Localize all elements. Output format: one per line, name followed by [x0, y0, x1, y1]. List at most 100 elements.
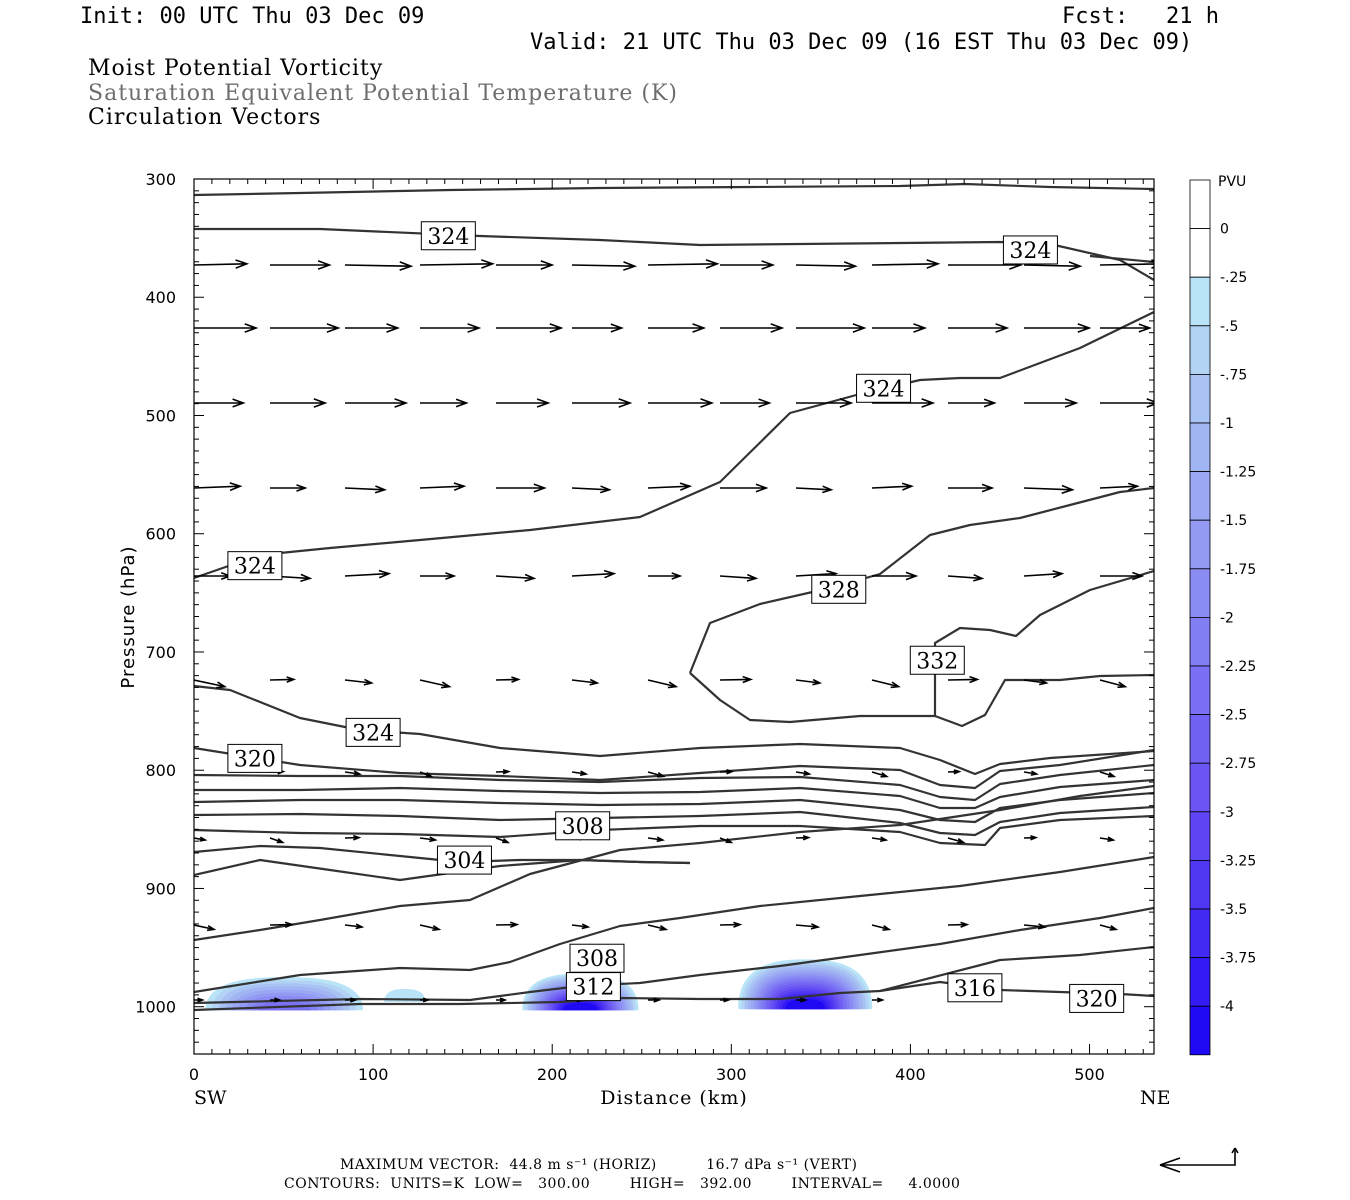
circulation-vector [1023, 484, 1075, 495]
colorbar: PVU 0 -.25 -.5 -.75 -1 -1.25 -1.5 -1.75 -2 -2.25 -2… [1189, 174, 1256, 1056]
x-axis-right-end-label: NE [1140, 1087, 1171, 1109]
colorbar-swatch [1189, 422, 1211, 472]
colorbar-label: -3.5 [1220, 902, 1247, 918]
circulation-vector [719, 837, 734, 844]
colorbar-label: -3.75 [1220, 951, 1256, 967]
circulation-vector [872, 997, 885, 1003]
colorbar-label: -1.25 [1220, 465, 1256, 481]
axis-ticks: 300 400 500 600 700 800 900 1000 0 100 200 300 400 50… [135, 170, 1154, 1084]
colorbar-label: -1.5 [1220, 513, 1247, 529]
circulation-vector [647, 679, 679, 689]
title-theta-es: Saturation Equivalent Potential Temperat… [88, 81, 678, 106]
circulation-vector [872, 398, 936, 408]
circulation-vector [796, 997, 808, 1003]
circulation-vector [647, 836, 666, 843]
colorbar-label: -.25 [1220, 270, 1247, 286]
colorbar-swatch [1189, 714, 1211, 764]
circulation-vector [795, 485, 834, 494]
theta-contour-line [194, 791, 1154, 824]
colorbar-label: 0 [1220, 222, 1229, 238]
contour-label-box [565, 972, 621, 1002]
circulation-vector [720, 260, 776, 270]
circulation-vector [947, 573, 985, 582]
colorbar-swatch [1189, 1005, 1211, 1056]
contour-label: 324 [352, 721, 394, 746]
circulation-vector [719, 675, 754, 684]
circulation-vector [796, 398, 854, 408]
circulation-vector [1023, 261, 1083, 271]
circulation-vector [345, 323, 401, 333]
circulation-vector [719, 573, 759, 582]
circulation-vector [194, 259, 250, 269]
circulation-vector [1099, 771, 1117, 778]
theta-contours [194, 182, 1154, 1012]
colorbar-swatch [1189, 228, 1211, 278]
theta-contour-line [194, 906, 1154, 1005]
circulation-vector [948, 323, 1010, 333]
circulation-vector [871, 679, 901, 689]
circulation-vector [720, 323, 785, 333]
valid-time: Valid: 21 UTC Thu 03 Dec 09 (16 EST Thu … [530, 30, 1193, 55]
circulation-vector [269, 837, 285, 844]
circulation-vector [1100, 323, 1152, 333]
circulation-vector [344, 678, 374, 686]
circulation-vector [871, 924, 892, 931]
colorbar-label: -1 [1220, 416, 1234, 432]
circulation-vector [344, 923, 365, 930]
circulation-vector [572, 323, 624, 333]
circulation-vector [420, 398, 469, 408]
contour-labels: 324 324 324 324 328 332 324 320 308 304 308 312 316 3… [227, 221, 1125, 1013]
circulation-vector [795, 923, 821, 930]
colorbar-swatch [1189, 811, 1211, 861]
circulation-vector [420, 572, 457, 580]
theta-contour-line [194, 684, 1154, 776]
circulation-vector [419, 836, 438, 843]
circulation-vector [495, 921, 520, 928]
contour-label-box [436, 845, 492, 875]
x-tick-label: 300 [716, 1065, 747, 1084]
circulation-vector [419, 924, 442, 932]
x-tick-label: 200 [537, 1065, 568, 1084]
circulation-vector [571, 485, 612, 494]
contour-label: 316 [954, 977, 996, 1002]
contour-label-box [345, 717, 401, 747]
circulation-vector [648, 997, 662, 1003]
colorbar-label: -2 [1220, 610, 1234, 626]
contour-label-box [909, 645, 965, 675]
x-tick-label: 500 [1074, 1065, 1105, 1084]
circulation-vector [571, 770, 589, 777]
circulation-vector [1099, 836, 1116, 842]
contour-label-box [1069, 983, 1125, 1013]
contour-label-box [856, 373, 912, 403]
circulation-vector [495, 837, 511, 844]
y-tick-label: 400 [145, 288, 176, 307]
circulation-vector [571, 678, 600, 686]
title-mpv: Moist Potential Vorticity [88, 56, 384, 81]
circulation-vector [194, 924, 217, 932]
circulation-vector [947, 921, 970, 928]
circulation-vector [495, 768, 511, 775]
circulation-vector [420, 997, 431, 1003]
circulation-vector [647, 771, 666, 778]
colorbar-label: -3.25 [1220, 853, 1256, 869]
theta-contour-line [194, 182, 1154, 197]
circulation-vector [720, 398, 772, 408]
contour-label: 324 [234, 555, 276, 580]
contour-label: 304 [443, 849, 485, 874]
colorbar-swatch [1189, 471, 1211, 521]
circulation-vector [194, 482, 243, 492]
circulation-vector [269, 676, 297, 683]
circulation-vector [345, 997, 358, 1003]
contour-label: 312 [572, 976, 614, 1001]
colorbar-swatch [1189, 373, 1211, 424]
theta-contour-line [194, 311, 1154, 580]
colorbar-swatch [1189, 617, 1211, 667]
theta-contour-line [688, 486, 1154, 674]
theta-contour-line [194, 778, 1154, 810]
circulation-vector [419, 771, 434, 778]
circulation-vector [795, 834, 811, 841]
contour-label: 308 [562, 815, 604, 840]
colorbar-swatch [1189, 276, 1211, 327]
colorbar-swatch [1189, 519, 1211, 570]
theta-contour-line [194, 784, 1154, 942]
